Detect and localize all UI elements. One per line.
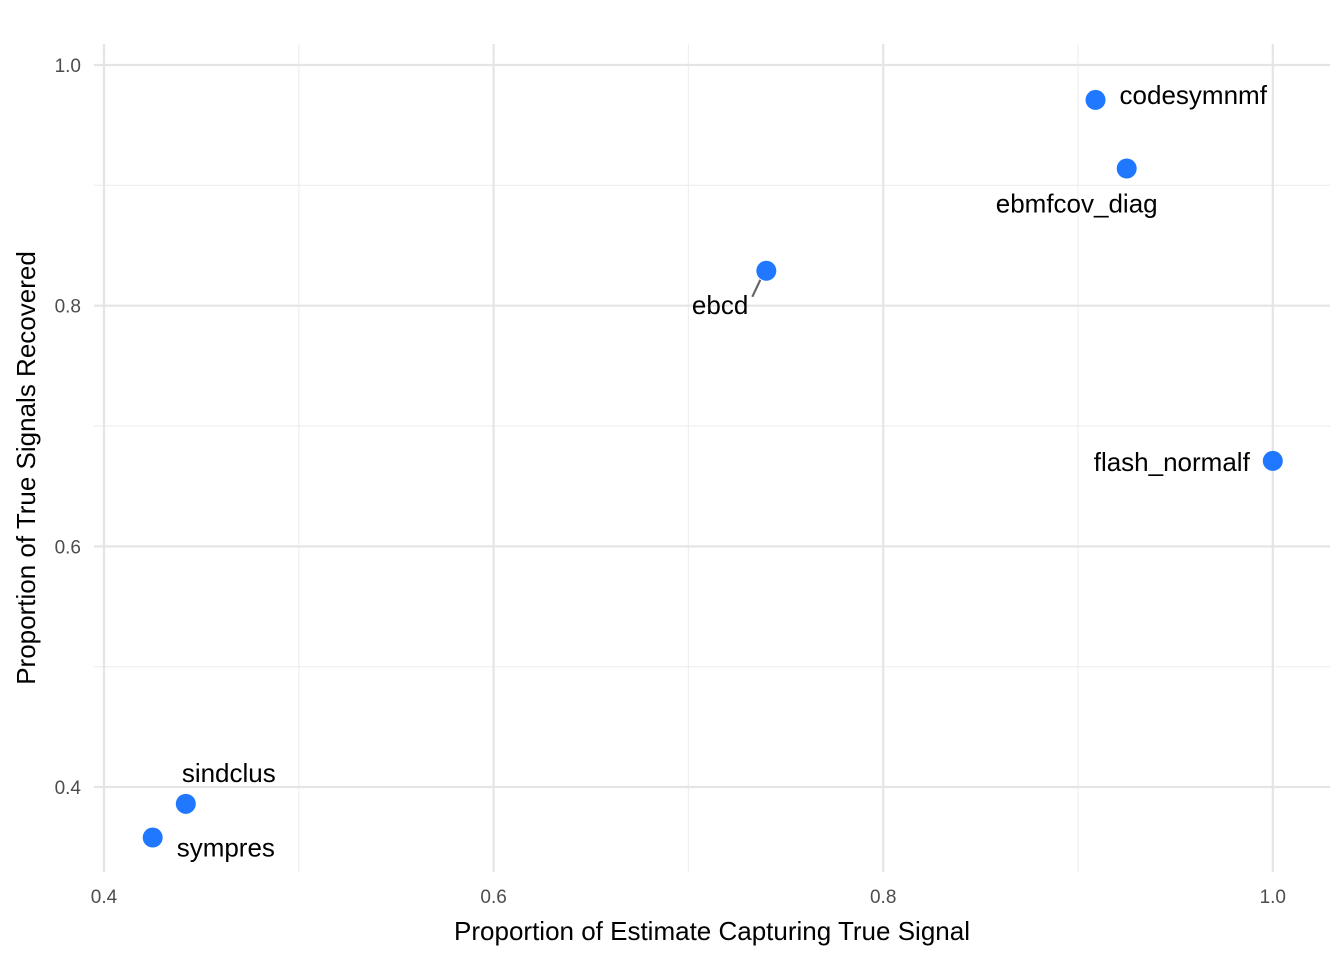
- label-sympres: sympres: [177, 833, 275, 863]
- point-codesymnmf: [1085, 89, 1106, 110]
- x-axis-title: Proportion of Estimate Capturing True Si…: [454, 916, 970, 946]
- x-tick-label: 0.4: [91, 887, 118, 908]
- label-flash_normalf: flash_normalf: [1094, 447, 1251, 477]
- label-ebmfcov_diag: ebmfcov_diag: [996, 189, 1158, 219]
- y-axis-title: Proportion of True Signals Recovered: [11, 251, 41, 685]
- tick-labels: 0.4 0.6 0.8 1.0 0.4 0.6 0.8 1.0: [55, 56, 1286, 908]
- label-leaders: [751, 279, 762, 298]
- label-ebcd: ebcd: [692, 290, 748, 320]
- point-flash_normalf: [1262, 450, 1283, 471]
- x-tick-label: 0.8: [870, 887, 896, 908]
- label-sindclus: sindclus: [182, 758, 276, 788]
- y-tick-label: 1.0: [55, 56, 81, 77]
- x-tick-label: 1.0: [1260, 887, 1286, 908]
- leader-ebcd: [751, 279, 762, 298]
- y-tick-label: 0.4: [55, 778, 82, 799]
- point-ebmfcov_diag: [1116, 158, 1137, 179]
- y-tick-label: 0.6: [55, 537, 81, 558]
- x-tick-label: 0.6: [480, 887, 506, 908]
- label-codesymnmf: codesymnmf: [1120, 80, 1268, 110]
- point-sindclus: [175, 793, 196, 814]
- data-points: [142, 89, 1283, 848]
- point-sympres: [142, 827, 163, 848]
- y-tick-label: 0.8: [55, 297, 81, 318]
- point-ebcd: [756, 260, 777, 281]
